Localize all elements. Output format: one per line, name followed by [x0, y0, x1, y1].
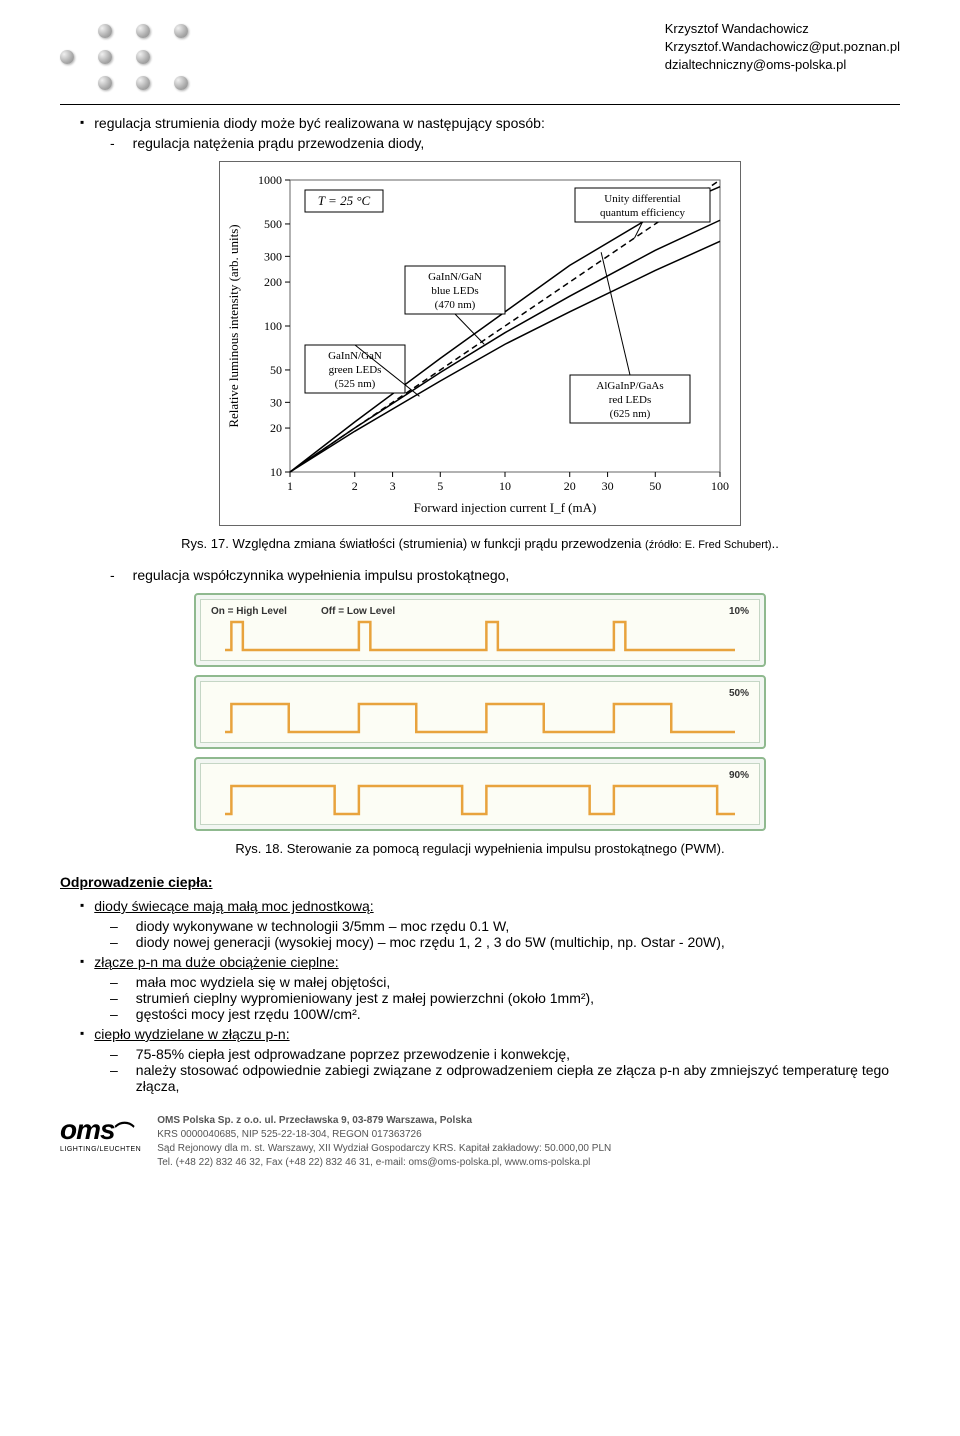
author-email-2: dzialtechniczny@oms-polska.pl [665, 56, 900, 74]
page-footer: oms⌒ LIGHTING/LEUCHTEN OMS Polska Sp. z … [60, 1114, 900, 1170]
author-email-1: Krzysztof.Wandachowicz@put.poznan.pl [665, 38, 900, 56]
author-name: Krzysztof Wandachowicz [665, 20, 900, 38]
footer-line-4: Tel. (+48 22) 832 46 32, Fax (+48 22) 83… [157, 1156, 611, 1170]
intro-sub-1: regulacja natężenia prądu przewodzenia d… [110, 135, 900, 151]
heat-b2s2: strumień cieplny wypromieniowany jest z … [110, 990, 900, 1006]
svg-text:500: 500 [264, 217, 282, 231]
svg-text:1000: 1000 [258, 173, 282, 187]
heat-b3s1: 75-85% ciepła jest odprowadzane poprzez … [110, 1046, 900, 1062]
svg-text:AlGaInP/GaAs: AlGaInP/GaAs [596, 380, 663, 392]
svg-text:10: 10 [270, 465, 282, 479]
footer-line-3: Sąd Rejonowy dla m. st. Warszawy, XII Wy… [157, 1142, 611, 1156]
svg-text:5: 5 [437, 479, 443, 493]
svg-text:Relative luminous intensity (: Relative luminous intensity (arb. units) [226, 224, 241, 427]
svg-text:(470 nm): (470 nm) [435, 299, 476, 311]
heat-b2: złącze p-n ma duże obciążenie cieplne: [80, 954, 900, 970]
svg-text:10: 10 [499, 479, 511, 493]
svg-text:2: 2 [352, 479, 358, 493]
footer-line-2: KRS 0000040685, NIP 525-22-18-304, REGON… [157, 1128, 611, 1142]
svg-text:3: 3 [390, 479, 396, 493]
header-dots-graphic [60, 20, 204, 98]
svg-text:200: 200 [264, 275, 282, 289]
svg-text:30: 30 [270, 395, 282, 409]
svg-text:red LEDs: red LEDs [609, 394, 651, 406]
svg-text:1: 1 [287, 479, 293, 493]
svg-text:50: 50 [270, 363, 282, 377]
svg-text:quantum efficiency: quantum efficiency [600, 207, 686, 219]
svg-text:30: 30 [602, 479, 614, 493]
heat-b3: ciepło wydzielane w złączu p-n: [80, 1026, 900, 1042]
svg-text:T = 25 °C: T = 25 °C [318, 193, 371, 208]
intro-bullet: regulacja strumienia diody może być real… [80, 115, 900, 131]
svg-text:(625 nm): (625 nm) [610, 408, 651, 420]
sub-2: regulacja współczynnika wypełnienia impu… [110, 567, 900, 583]
pwm-panel: On = High LevelOff = Low Level10% [194, 593, 766, 667]
pwm-panel: 90% [194, 757, 766, 831]
svg-text:blue LEDs: blue LEDs [431, 285, 478, 297]
svg-text:50: 50 [649, 479, 661, 493]
svg-text:100: 100 [711, 479, 729, 493]
figure-17-caption: Rys. 17. Względna zmiana światłości (str… [60, 536, 900, 551]
svg-text:20: 20 [270, 421, 282, 435]
heat-b1s2: diody nowej generacji (wysokiej mocy) – … [110, 934, 900, 950]
pwm-panel: 50% [194, 675, 766, 749]
svg-text:Forward injection current I_f: Forward injection current I_f (mA) [414, 500, 597, 515]
heat-b3s2: należy stosować odpowiednie zabiegi zwią… [110, 1062, 900, 1094]
figure-18-caption: Rys. 18. Sterowanie za pomocą regulacji … [60, 841, 900, 856]
figure-18-pwm-panels: On = High LevelOff = Low Level10% 50% 90% [60, 593, 900, 831]
svg-text:Unity differential: Unity differential [604, 193, 680, 205]
heat-b2s3: gęstości mocy jest rzędu 100W/cm². [110, 1006, 900, 1022]
svg-text:20: 20 [564, 479, 576, 493]
svg-text:300: 300 [264, 249, 282, 263]
svg-text:GaInN/GaN: GaInN/GaN [428, 271, 482, 283]
heat-section-title: Odprowadzenie ciepła: [60, 874, 900, 890]
page-header: Krzysztof Wandachowicz Krzysztof.Wandach… [60, 20, 900, 105]
footer-line-1: OMS Polska Sp. z o.o. ul. Przecławska 9,… [157, 1114, 611, 1128]
svg-text:green LEDs: green LEDs [329, 364, 382, 376]
svg-text:100: 100 [264, 319, 282, 333]
oms-logo: oms⌒ LIGHTING/LEUCHTEN [60, 1114, 141, 1153]
heat-b1: diody świecące mają małą moc jednostkową… [80, 898, 900, 914]
figure-17-chart: 1 2 3 5 10 20 30 50 100 10 20 30 50 100 200 300 500 1000 F… [219, 161, 741, 526]
heat-b1s1: diody wykonywane w technologii 3/5mm – m… [110, 918, 900, 934]
heat-b2s1: mała moc wydziela się w małej objętości, [110, 974, 900, 990]
svg-text:(525 nm): (525 nm) [335, 378, 376, 390]
